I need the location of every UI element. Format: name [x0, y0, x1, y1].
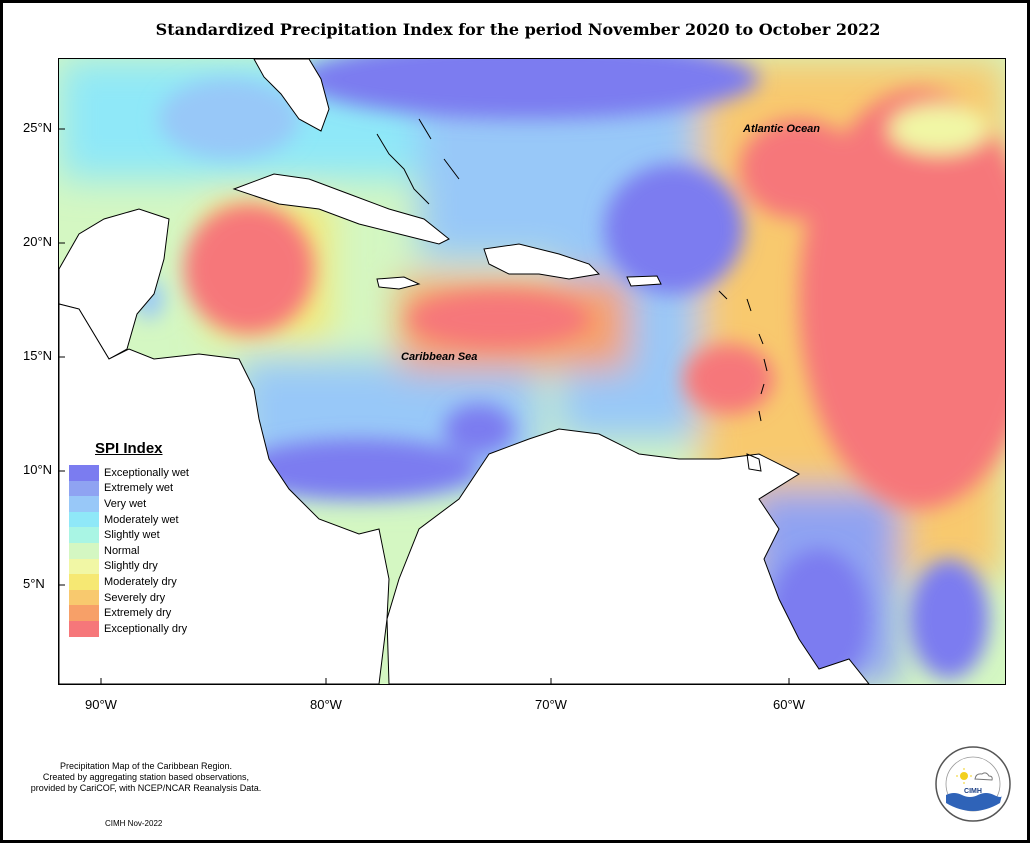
legend-label: Extremely wet: [104, 482, 174, 495]
spi-map: [59, 59, 1005, 684]
lat-label-10n: 10°N: [23, 462, 53, 477]
cuba: [232, 173, 450, 245]
lon-label-90w: 90°W: [85, 697, 117, 712]
sun-icon: [960, 772, 968, 780]
legend-swatch: [69, 589, 99, 606]
legend-swatch: [69, 558, 99, 575]
land-areas: [59, 59, 870, 684]
legend-label: Slightly wet: [104, 529, 160, 542]
puerto-rico: [626, 275, 662, 287]
lat-label-15n: 15°N: [23, 348, 53, 363]
bahamas-outline: [376, 118, 460, 205]
lon-label-60w: 60°W: [773, 697, 805, 712]
legend-swatch: [69, 480, 99, 497]
hispaniola: [483, 243, 601, 280]
legend-item: Extremely dry: [69, 605, 189, 621]
note-line-3: provided by CariCOF, with NCEP/NCAR Rean…: [30, 783, 262, 793]
legend-item: Exceptionally wet: [69, 465, 189, 481]
south-america: [386, 428, 870, 684]
legend-item: Extremely wet: [69, 480, 189, 497]
jamaica: [376, 276, 421, 290]
island-outlines: [376, 118, 768, 472]
legend-swatch: [69, 527, 99, 543]
legend-label: Exceptionally wet: [104, 466, 189, 479]
lat-label-25n: 25°N: [23, 120, 53, 135]
note-line-2: Created by aggregating station based obs…: [42, 772, 250, 782]
cloud-icon: [974, 772, 993, 781]
legend-item: Normal: [69, 542, 189, 559]
legend-swatch: [69, 465, 99, 481]
legend-label: Moderately dry: [104, 575, 177, 588]
legend-swatch: [69, 542, 99, 559]
wave-icon: [946, 793, 1002, 811]
map-note: Precipitation Map of the Caribbean Regio…: [11, 761, 281, 794]
legend-swatch: [69, 574, 99, 590]
legend-swatch: [69, 496, 99, 512]
legend-item: Moderately wet: [69, 511, 189, 528]
legend-item: Exceptionally dry: [69, 620, 189, 637]
lon-label-70w: 70°W: [535, 697, 567, 712]
legend-label: Severely dry: [104, 591, 166, 604]
lat-label-20n: 20°N: [23, 234, 53, 249]
legend-label: Very wet: [104, 497, 147, 510]
legend-label: Exceptionally dry: [104, 622, 188, 635]
trinidad-outline: [746, 453, 762, 472]
map-title: Standardized Precipitation Index for the…: [155, 20, 881, 39]
cimh-logo: CIMH: [935, 746, 1011, 822]
credit-text: CIMH Nov-2022: [105, 819, 163, 828]
logo-text: CIMH: [964, 788, 982, 795]
spi-legend: SPI Index Exceptionally wet Extremely we…: [69, 440, 189, 637]
caribbean-sea-label: Caribbean Sea: [401, 351, 478, 363]
lat-label-5n: 5°N: [23, 576, 45, 591]
note-line-1: Precipitation Map of the Caribbean Regio…: [59, 761, 233, 771]
graticule-ticks: [59, 128, 790, 684]
lesser-antilles-outline: [718, 290, 768, 422]
legend-item: Severely dry: [69, 589, 189, 606]
lon-label-80w: 80°W: [310, 697, 342, 712]
legend-swatch: [69, 620, 99, 637]
legend-label: Extremely dry: [104, 607, 172, 620]
map-frame: [58, 58, 1006, 685]
legend-item: Very wet: [69, 496, 189, 512]
legend-label: Moderately wet: [104, 513, 179, 526]
legend-label: Normal: [104, 544, 140, 557]
legend-item: Moderately dry: [69, 574, 189, 590]
legend-swatch: [69, 605, 99, 621]
legend-item: Slightly dry: [69, 558, 189, 575]
atlantic-ocean-label: Atlantic Ocean: [743, 123, 821, 135]
legend-title: SPI Index: [95, 440, 163, 457]
florida: [253, 59, 330, 132]
legend-item: Slightly wet: [69, 527, 189, 543]
legend-label: Slightly dry: [104, 560, 158, 573]
legend-swatch: [69, 511, 99, 528]
